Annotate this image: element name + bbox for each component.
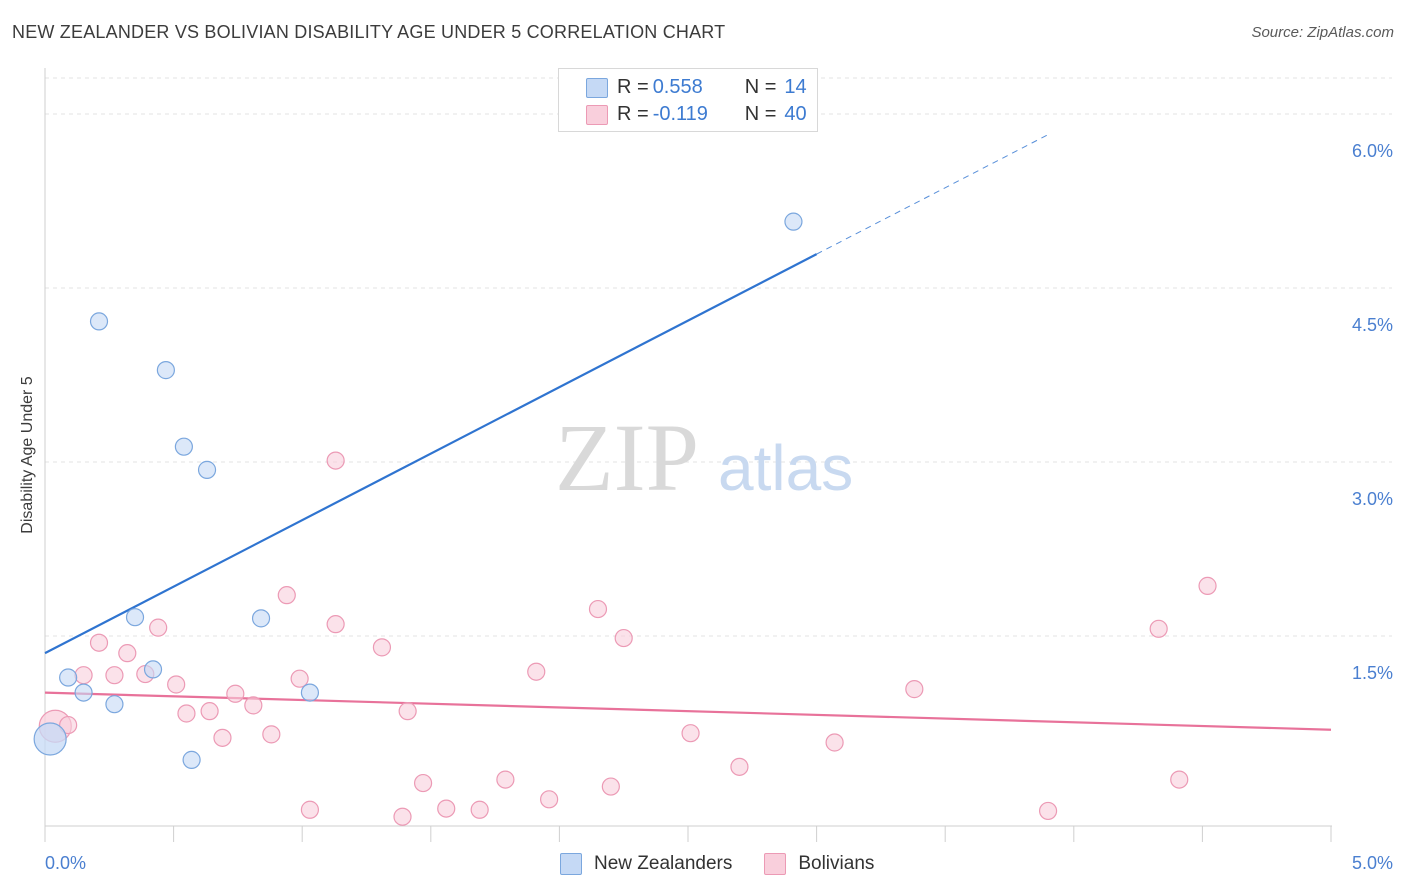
legend-swatch-blue [560, 853, 582, 875]
point-bolivians [326, 615, 345, 634]
point-bolivians [226, 684, 245, 703]
point-bolivians [372, 638, 392, 657]
point-bolivians [681, 724, 700, 743]
trend-line-new-zealanders [44, 253, 818, 655]
point-bolivians [393, 807, 412, 826]
point-bolivians [601, 777, 620, 796]
point-bolivians [1038, 801, 1058, 821]
r-value: 0.558 [652, 75, 703, 98]
point-new-zealanders [251, 609, 271, 628]
watermark-atlas: atlas [718, 432, 853, 504]
trend-line-extension [816, 134, 1049, 255]
point-bolivians [300, 800, 320, 819]
point-bolivians [413, 773, 433, 793]
point-new-zealanders [156, 361, 175, 380]
point-bolivians [437, 799, 456, 818]
legend: New Zealanders Bolivians [560, 852, 906, 876]
point-bolivians [1149, 619, 1168, 638]
n-value: 14 [784, 75, 807, 98]
point-bolivians [149, 618, 168, 637]
point-bolivians [470, 800, 489, 819]
point-new-zealanders [300, 683, 320, 702]
point-bolivians [277, 586, 296, 605]
point-new-zealanders [105, 695, 124, 714]
legend-item-new-zealanders[interactable]: New Zealanders [560, 853, 732, 875]
n-label: N = [744, 102, 777, 125]
point-bolivians [167, 675, 186, 694]
watermark-zip: ZIP [555, 404, 699, 511]
point-new-zealanders [784, 212, 803, 231]
chart-title: NEW ZEALANDER VS BOLIVIAN DISABILITY AGE… [12, 22, 726, 42]
stats-swatch-blue [586, 78, 608, 98]
point-bolivians [398, 702, 417, 721]
point-new-zealanders [182, 750, 201, 769]
point-bolivians [105, 666, 124, 685]
point-new-zealanders [174, 437, 193, 456]
point-new-zealanders [143, 660, 163, 679]
n-label: N = [744, 75, 777, 98]
point-bolivians [326, 451, 345, 470]
point-bolivians [213, 728, 232, 747]
point-bolivians [290, 669, 309, 688]
point-bolivians [540, 790, 559, 809]
stats-row-bolivians: R = -0.119 N = 40 [617, 101, 807, 127]
y-tick-label: 4.5% [1352, 315, 1393, 335]
point-bolivians [905, 680, 924, 699]
point-bolivians [177, 704, 196, 723]
source-credit: Source: ZipAtlas.com [1251, 24, 1394, 41]
point-bolivians [200, 702, 219, 721]
n-value: 40 [784, 102, 807, 125]
legend-label: Bolivians [798, 853, 875, 874]
stats-row-new-zealanders: R = 0.558 N = 14 [617, 74, 807, 100]
point-bolivians [496, 770, 515, 789]
point-bolivians [730, 757, 749, 776]
legend-item-bolivians[interactable]: Bolivians [764, 853, 874, 875]
x-tick-label: 5.0% [1352, 853, 1393, 873]
point-bolivians [588, 599, 608, 619]
point-bolivians [1170, 770, 1189, 789]
legend-label: New Zealanders [594, 853, 733, 874]
point-bolivians [1198, 576, 1217, 595]
r-label: R = [617, 102, 649, 125]
gridlines [45, 77, 1392, 637]
r-value: -0.119 [652, 102, 708, 125]
r-label: R = [617, 75, 649, 98]
point-bolivians [118, 644, 137, 663]
point-bolivians [262, 725, 281, 744]
point-bolivians [527, 662, 546, 681]
point-bolivians [74, 666, 93, 685]
y-tick-label: 1.5% [1352, 663, 1393, 683]
point-new-zealanders [59, 668, 78, 687]
y-tick-label: 6.0% [1352, 141, 1393, 161]
point-bolivians [244, 696, 263, 715]
point-new-zealanders [125, 608, 145, 627]
point-new-zealanders [74, 683, 93, 702]
x-tick-label: 0.0% [45, 853, 86, 873]
point-new-zealanders [89, 312, 109, 331]
data-points [33, 212, 1217, 826]
tick-labels: 1.5% 3.0% 4.5% 6.0% 0.0% 5.0% [44, 141, 1393, 873]
point-bolivians [89, 633, 109, 652]
point-bolivians [59, 715, 78, 735]
correlation-stats-box: R = 0.558 N = 14 R = -0.119 N = 40 [558, 68, 818, 132]
y-tick-label: 3.0% [1352, 489, 1393, 509]
legend-swatch-pink [764, 853, 787, 875]
point-new-zealanders [33, 722, 67, 756]
point-new-zealanders [197, 460, 217, 479]
stats-swatch-pink [586, 105, 608, 125]
point-bolivians [614, 628, 633, 648]
point-bolivians [825, 733, 844, 752]
